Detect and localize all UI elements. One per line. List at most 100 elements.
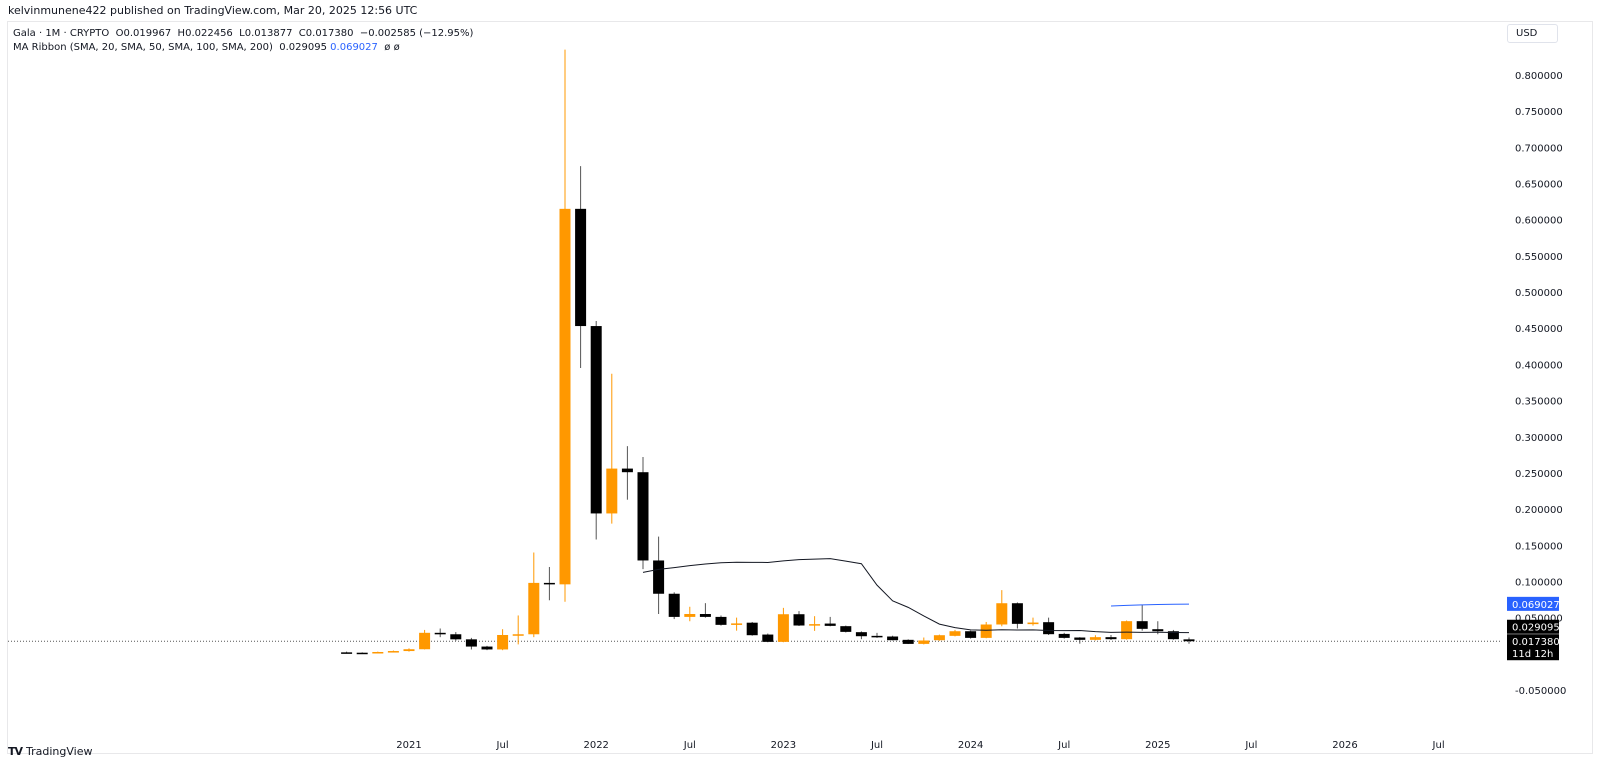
candle — [684, 606, 696, 622]
candle-body — [419, 632, 431, 650]
time-tick-label: 2023 — [771, 740, 796, 751]
candle — [528, 552, 540, 638]
candle — [762, 633, 774, 643]
candle — [996, 590, 1008, 627]
candle — [809, 616, 821, 631]
publisher-line: kelvinmunene422 published on TradingView… — [8, 4, 418, 17]
candle-body — [621, 468, 633, 473]
time-tick-label: 2022 — [583, 740, 608, 751]
candle-body — [1089, 637, 1101, 640]
candle — [1043, 617, 1055, 635]
candle — [1105, 634, 1117, 641]
candle — [731, 617, 743, 631]
candle — [637, 457, 649, 570]
candle-body — [980, 624, 992, 638]
ma-ribbon-legend: MA Ribbon (SMA, 20, SMA, 50, SMA, 100, S… — [13, 41, 473, 55]
candle-body — [637, 472, 649, 561]
candle-body — [871, 635, 883, 638]
candle-body — [1183, 639, 1195, 642]
candle — [497, 629, 509, 651]
candle-body — [512, 634, 524, 636]
price-tag-ma50: 0.069027 — [1507, 596, 1560, 611]
candle-body — [1074, 637, 1086, 640]
candle — [1011, 602, 1023, 629]
candle-body — [372, 651, 384, 654]
price-tag-label: 0.017380 — [1512, 637, 1560, 648]
time-axis: 2021 Jul 2022 Jul 2023 Jul 2024 Jul 2025 Jul 2026 J… — [396, 740, 1444, 751]
candle — [1058, 632, 1070, 639]
time-tick-label: 2026 — [1332, 740, 1357, 751]
time-tick-label: 2025 — [1145, 740, 1170, 751]
candle — [621, 446, 633, 500]
candle-body — [824, 623, 836, 626]
candle-body — [855, 632, 867, 637]
candle-body — [684, 614, 696, 617]
price-tick-label: 0.550000 — [1515, 252, 1563, 263]
candle-body — [1167, 631, 1179, 640]
candle-body — [965, 631, 977, 638]
candle — [777, 607, 789, 643]
candle-body — [465, 639, 477, 647]
time-tick-label: Jul — [1244, 740, 1257, 751]
ma-value-4: ø — [393, 42, 400, 53]
candle-body — [996, 603, 1008, 625]
symbol-ohlc: Gala · 1M · CRYPTO O0.019967 H0.022456 L… — [13, 28, 474, 39]
candle-body — [434, 632, 446, 635]
candle — [590, 320, 602, 540]
price-tag-ma20: 0.029095 — [1507, 619, 1560, 634]
candle-body — [606, 468, 618, 514]
candle-body — [653, 560, 665, 594]
candle-body — [715, 616, 727, 625]
time-tick-label: Jul — [1057, 740, 1070, 751]
price-tick-label: 0.300000 — [1515, 433, 1563, 444]
price-tick-label: 0.600000 — [1515, 216, 1563, 227]
candle — [575, 166, 587, 369]
candle-body — [559, 208, 571, 585]
time-tick-label: 2024 — [958, 740, 983, 751]
candle-body — [341, 652, 353, 654]
candle — [699, 603, 711, 618]
time-tick-label: Jul — [683, 740, 696, 751]
candle-body — [1058, 633, 1070, 638]
currency-button[interactable]: USD — [1507, 24, 1558, 43]
logo-text: TradingView — [26, 745, 93, 758]
candle-body — [528, 582, 540, 635]
candle — [512, 615, 524, 645]
candle-body — [777, 614, 789, 642]
candle-body — [575, 208, 587, 327]
price-tag-label: 0.029095 — [1512, 623, 1560, 634]
candle-body — [887, 636, 899, 641]
legend: Gala · 1M · CRYPTO O0.019967 H0.022456 L… — [13, 27, 473, 55]
candle — [1167, 629, 1179, 640]
ma-value-3: ø — [384, 42, 391, 53]
price-axis: 0.800000 0.750000 0.700000 0.650000 0.600000… — [1515, 71, 1566, 697]
time-tick-label: Jul — [496, 740, 509, 751]
tradingview-logo[interactable]: TV TradingView — [8, 745, 93, 758]
candle — [840, 625, 852, 633]
price-tick-label: 0.150000 — [1515, 541, 1563, 552]
candle — [668, 592, 680, 620]
candle — [372, 651, 384, 654]
candle — [543, 566, 555, 601]
ma-line-20 — [642, 558, 1190, 634]
candles — [341, 49, 1195, 655]
price-tick-label: 0.500000 — [1515, 288, 1563, 299]
candle-body — [840, 626, 852, 632]
candle — [1121, 620, 1133, 640]
candle-body — [590, 326, 602, 514]
candle — [450, 632, 462, 641]
countdown-label: 11d 12h — [1512, 649, 1553, 660]
candle-body — [1136, 621, 1148, 629]
candle-body — [543, 582, 555, 585]
candle — [341, 651, 353, 654]
price-tick-label: 0.200000 — [1515, 505, 1563, 516]
candle — [1183, 637, 1195, 644]
candle — [606, 373, 618, 524]
price-tick-label: 0.450000 — [1515, 324, 1563, 335]
candle-body — [356, 652, 368, 655]
candle — [793, 611, 805, 626]
candle-body — [731, 623, 743, 625]
price-tick-label: 0.700000 — [1515, 143, 1563, 154]
price-tag-bg — [1507, 634, 1559, 661]
